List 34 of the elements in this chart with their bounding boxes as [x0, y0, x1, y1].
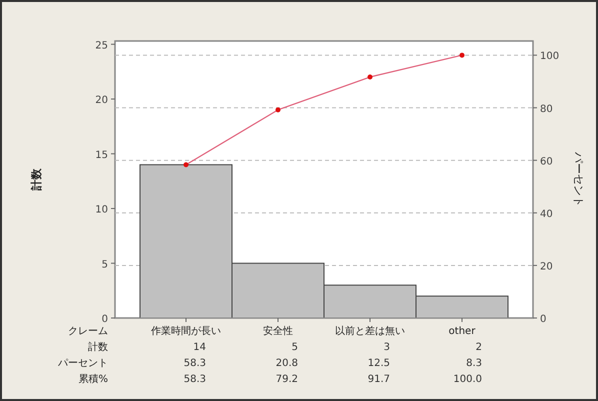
y2-tick-label: 40: [540, 208, 553, 220]
data-label: 3: [384, 342, 390, 353]
y2-tick-label: 0: [540, 314, 546, 325]
data-label: 5: [292, 342, 298, 353]
y-tick-label: 25: [95, 40, 108, 52]
text: 累積%: [78, 373, 108, 385]
text: 20.8: [276, 358, 298, 369]
y2-tick-label: 80: [540, 104, 553, 115]
x-tick-label: 安全性: [263, 325, 293, 337]
data-label: 79.2: [276, 374, 298, 385]
data-label: 91.7: [368, 374, 390, 385]
y-tick-label: 10: [95, 204, 108, 216]
text: 8.3: [466, 358, 482, 369]
x-axis-title: クレーム: [68, 326, 108, 337]
y-tick-label: 5: [102, 259, 108, 270]
x-tick-label: 作業時間が長い: [150, 325, 221, 337]
text: パーセント: [57, 358, 108, 369]
text: 計数: [88, 341, 108, 353]
data-label: 14: [193, 342, 206, 353]
y2-axis-title: パーセント: [572, 151, 585, 207]
x-tick-label: other: [448, 326, 476, 337]
y2-tick-label: 60: [540, 156, 553, 168]
y-tick-label: 20: [95, 95, 108, 106]
text: 12.5: [368, 358, 390, 369]
y2-tick-label: 20: [540, 261, 553, 272]
y-axis-title: 計数: [30, 168, 43, 192]
data-label: 58.3: [184, 374, 206, 385]
x-tick-label: 以前と差は無い: [335, 325, 405, 337]
y2-tick-label: 100: [540, 51, 560, 62]
y-tick-label: 15: [95, 150, 108, 161]
data-label: 100.0: [453, 374, 482, 385]
y-tick-label: 0: [102, 314, 108, 325]
text: 58.3: [184, 358, 206, 369]
data-label: 2: [476, 342, 482, 353]
